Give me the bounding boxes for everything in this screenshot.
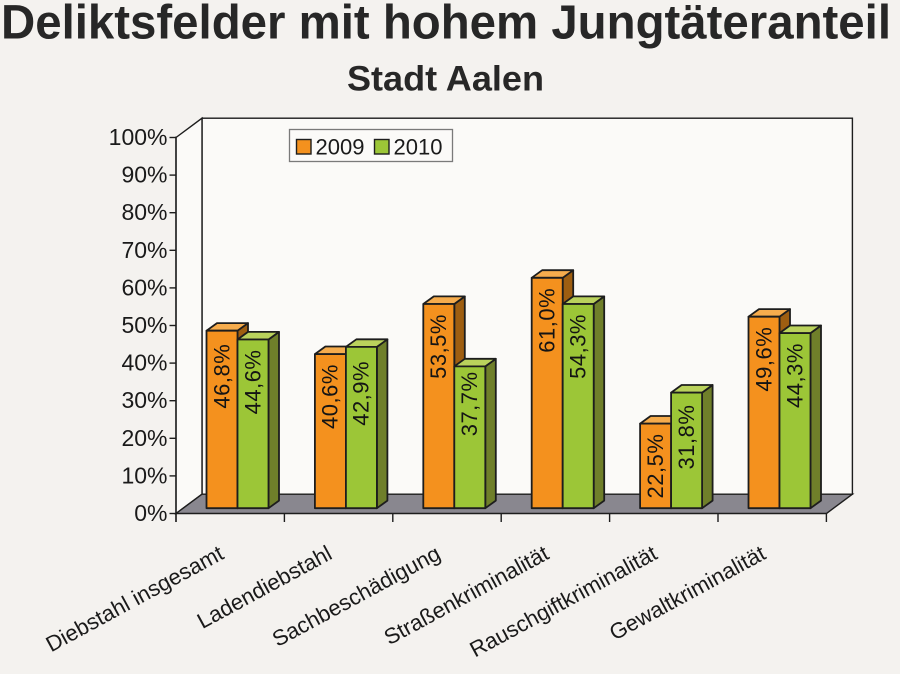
svg-text:2009: 2009 bbox=[316, 135, 365, 160]
svg-text:53,5%: 53,5% bbox=[426, 314, 451, 379]
svg-text:44,6%: 44,6% bbox=[240, 350, 265, 415]
svg-text:40%: 40% bbox=[121, 350, 167, 376]
svg-text:0%: 0% bbox=[134, 500, 167, 526]
svg-text:Deliktsfelder mit hohem Jungtä: Deliktsfelder mit hohem Jungtäteranteil bbox=[1, 0, 891, 50]
svg-text:Stadt Aalen: Stadt Aalen bbox=[347, 60, 544, 99]
svg-text:60%: 60% bbox=[121, 274, 167, 300]
svg-text:49,6%: 49,6% bbox=[751, 327, 776, 392]
svg-text:100%: 100% bbox=[109, 124, 168, 150]
svg-text:37,7%: 37,7% bbox=[457, 371, 482, 436]
svg-text:20%: 20% bbox=[121, 425, 167, 451]
svg-text:31,8%: 31,8% bbox=[674, 405, 699, 470]
svg-text:46,8%: 46,8% bbox=[209, 344, 234, 409]
svg-text:61,0%: 61,0% bbox=[535, 288, 560, 353]
svg-text:22,5%: 22,5% bbox=[643, 434, 668, 499]
svg-text:70%: 70% bbox=[121, 237, 167, 263]
svg-text:10%: 10% bbox=[121, 462, 167, 488]
svg-text:44,3%: 44,3% bbox=[782, 343, 807, 408]
svg-text:54,3%: 54,3% bbox=[566, 314, 591, 379]
svg-text:30%: 30% bbox=[121, 387, 167, 413]
svg-text:90%: 90% bbox=[121, 162, 167, 188]
svg-text:2010: 2010 bbox=[394, 135, 443, 160]
svg-text:42,9%: 42,9% bbox=[349, 361, 374, 426]
svg-text:50%: 50% bbox=[121, 312, 167, 338]
svg-text:80%: 80% bbox=[121, 199, 167, 225]
svg-text:40,6%: 40,6% bbox=[318, 364, 343, 429]
